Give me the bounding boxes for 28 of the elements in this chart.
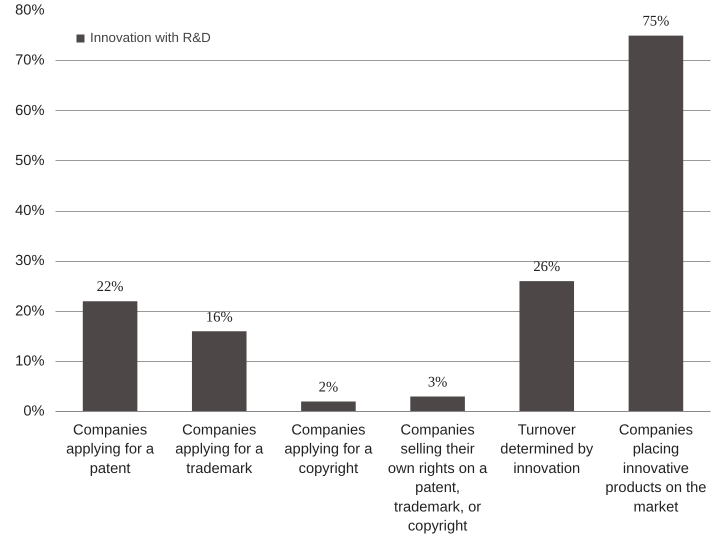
- data-label: 16%: [206, 309, 233, 326]
- bar: [628, 36, 684, 412]
- y-tick-label: 80%: [15, 2, 45, 18]
- x-tick-label: Companies applying for a copyright: [284, 422, 374, 477]
- data-label: 2%: [318, 379, 338, 396]
- y-tick-label: 50%: [15, 152, 45, 169]
- y-tick-label: 40%: [15, 203, 45, 219]
- data-label: 26%: [533, 259, 560, 276]
- data-label: 75%: [642, 14, 670, 30]
- y-tick-label: 60%: [15, 102, 45, 119]
- legend-label: Innovation with R&D: [90, 30, 211, 45]
- y-tick-label: 0%: [23, 404, 45, 420]
- x-tick-label: Companies applying for a patent: [66, 422, 155, 477]
- x-tick-label: Companies applying for a trademark: [175, 422, 264, 477]
- bar: [519, 281, 574, 412]
- x-tick-label: Companies selling their own rights on a patent, trademark, or copyright: [388, 422, 488, 534]
- y-tick-label: 70%: [15, 52, 45, 69]
- y-tick-label: 10%: [15, 353, 45, 370]
- data-label: 3%: [428, 374, 448, 390]
- x-tick-label: Turnover determined by innovation: [500, 422, 594, 477]
- bar: [192, 331, 247, 412]
- bar: [301, 401, 356, 412]
- bar: [410, 396, 465, 412]
- data-label: 22%: [96, 279, 124, 296]
- y-tick-label: 30%: [15, 253, 45, 270]
- bar: [82, 301, 138, 412]
- y-tick-label: 20%: [15, 303, 45, 320]
- x-tick-label: Companies placing innovative products on the market: [605, 422, 706, 516]
